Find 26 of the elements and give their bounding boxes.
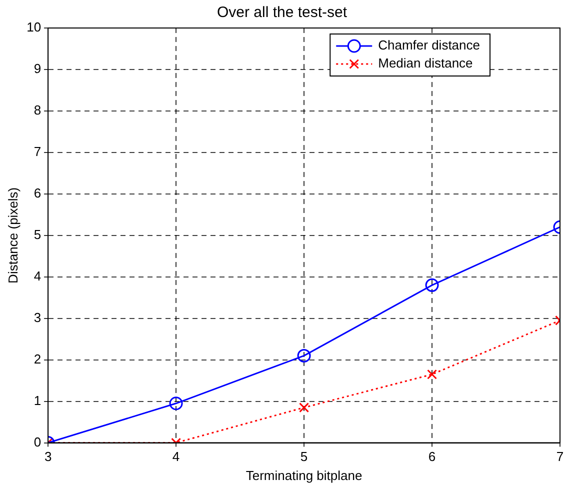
legend-label: Chamfer distance xyxy=(378,38,480,53)
y-tick-label: 1 xyxy=(34,392,42,408)
x-tick-label: 6 xyxy=(428,449,436,464)
y-tick-label: 8 xyxy=(34,102,42,118)
point xyxy=(297,348,311,362)
y-tick-label: 9 xyxy=(34,61,42,76)
point xyxy=(427,369,438,380)
x-tick-label: 3 xyxy=(44,449,52,464)
y-tick-label: 10 xyxy=(26,20,42,35)
x-tick-label: 5 xyxy=(300,449,308,464)
point xyxy=(169,396,183,410)
y-tick-label: 5 xyxy=(34,226,42,242)
y-tick-label: 4 xyxy=(34,268,42,284)
x-tick-label: 7 xyxy=(556,449,564,464)
point xyxy=(299,402,310,413)
legend-label: Median distance xyxy=(378,56,473,71)
y-tick-label: 7 xyxy=(34,144,42,160)
x-tick-label: 4 xyxy=(172,449,180,464)
y-tick-label: 0 xyxy=(34,434,42,450)
y-tick-label: 6 xyxy=(34,186,42,200)
chart-title: Over all the test-set xyxy=(216,4,348,22)
point xyxy=(425,278,439,292)
y-tick-label: 2 xyxy=(34,351,42,366)
y-tick-label: 3 xyxy=(34,310,42,325)
x-axis-title: Terminating bitplane xyxy=(246,468,362,483)
y-axis-title: Distance (pixels) xyxy=(5,187,20,284)
